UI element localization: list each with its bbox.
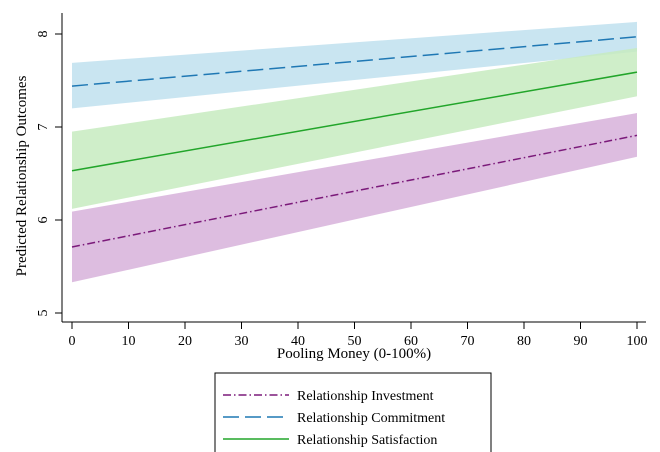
ci-band-3 [72,47,637,209]
y-ticks: 5 6 7 8 [36,31,62,317]
x-axis-title: Pooling Money (0-100%) [277,346,431,362]
x-tick-label: 40 [291,334,305,349]
x-tick-label: 80 [517,334,531,349]
x-tick-label: 60 [404,334,418,349]
series-line-2 [71,36,638,87]
x-tick-label: 30 [235,334,249,349]
x-tick-label: 20 [178,334,192,349]
legend: Relationship Investment Relationship Comm… [214,372,492,452]
legend-label-3: Relationship Satisfaction [297,433,437,448]
series-line-3 [71,71,638,172]
y-axis-title: Predicted Relationship Outcomes [14,75,30,276]
y-tick-label: 6 [36,217,51,224]
legend-box [214,372,492,452]
x-tick-label: 50 [348,334,362,349]
x-tick-label: 70 [461,334,475,349]
series-line-1 [71,134,638,248]
y-tick-label: 5 [36,310,51,317]
x-ticks: 0 10 20 30 40 50 60 70 80 90 100 [69,322,648,349]
legend-label-2: Relationship Commitment [297,411,445,426]
x-tick-label: 0 [69,334,76,349]
y-tick-label: 8 [36,31,51,38]
confidence-bands [72,21,637,283]
ci-band-1 [72,113,637,283]
ci-band-2 [72,21,637,109]
x-tick-label: 10 [122,334,136,349]
x-tick-label: 100 [627,334,648,349]
x-tick-label: 90 [574,334,588,349]
series-lines [71,36,638,248]
legend-label-1: Relationship Investment [297,389,434,404]
y-tick-label: 7 [36,124,51,131]
